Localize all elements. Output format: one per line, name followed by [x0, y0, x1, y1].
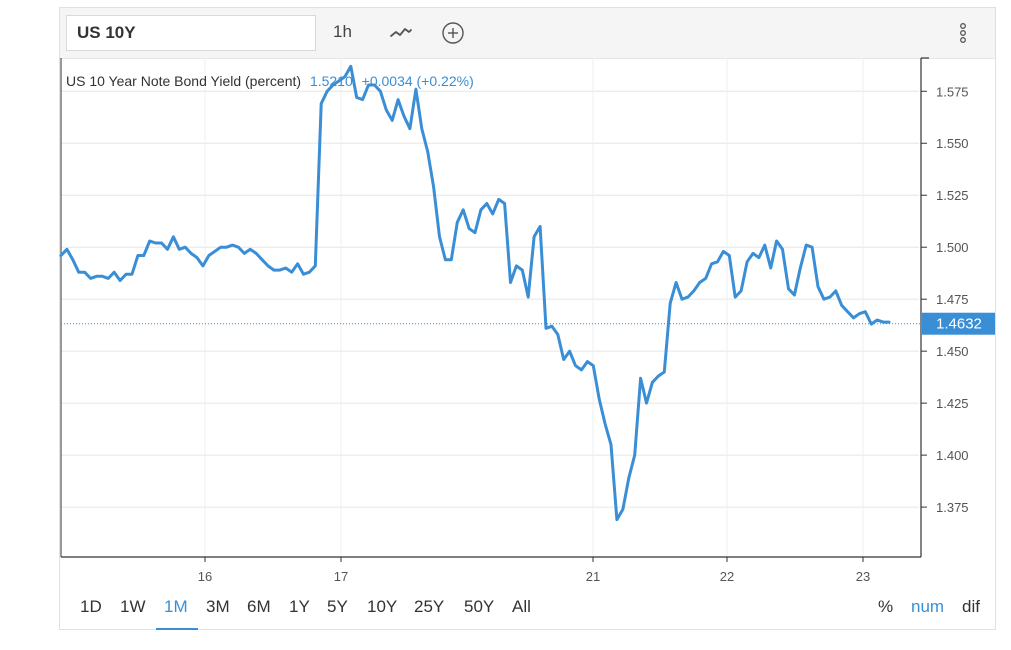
range-button-50y[interactable]: 50Y	[464, 597, 495, 616]
y-tick-label: 1.375	[936, 500, 969, 515]
chart-widget: US 10Y 1h	[59, 7, 996, 630]
x-tick-label: 21	[586, 569, 600, 584]
range-button-10y[interactable]: 10Y	[367, 597, 398, 616]
line-chart-icon[interactable]	[389, 23, 413, 48]
more-vertical-icon[interactable]	[955, 21, 971, 47]
y-axis: 1.375 1.400 1.425 1.450 1.475 1.500 1.525 1.550…	[920, 57, 969, 557]
mode-button-percent[interactable]: %	[878, 597, 894, 616]
range-button-all[interactable]: All	[512, 597, 531, 616]
x-axis: 16 17 21 22 23	[60, 58, 921, 584]
legend-title: US 10 Year Note Bond Yield (percent)	[66, 73, 301, 89]
x-tick-label: 16	[198, 569, 212, 584]
series-line	[59, 64, 891, 522]
range-button-3m[interactable]: 3M	[206, 597, 230, 616]
symbol-input[interactable]: US 10Y	[66, 15, 316, 51]
y-tick-label: 1.575	[936, 84, 969, 99]
y-tick-label: 1.550	[936, 136, 969, 151]
y-tick-label: 1.450	[936, 344, 969, 359]
mode-button-num[interactable]: num	[911, 597, 945, 616]
interval-selector[interactable]: 1h	[333, 22, 352, 41]
last-price-marker: 1.4632	[922, 312, 995, 335]
last-price-box	[922, 312, 995, 335]
grid-lines	[61, 58, 919, 557]
x-tick-label: 23	[856, 569, 870, 584]
range-button-1m[interactable]: 1M	[164, 597, 188, 616]
x-tick-label: 17	[334, 569, 348, 584]
range-button-5y[interactable]: 5Y	[327, 597, 348, 616]
chart-toolbar: US 10Y 1h	[60, 8, 995, 59]
series-group	[59, 64, 921, 522]
legend-value: 1.5210	[310, 73, 353, 89]
plus-circle-icon[interactable]	[441, 21, 465, 50]
active-range-indicator	[156, 628, 198, 630]
range-button-6m[interactable]: 6M	[247, 597, 271, 616]
range-button-1w[interactable]: 1W	[120, 597, 146, 616]
y-tick-label: 1.425	[936, 396, 969, 411]
mode-button-dif[interactable]: dif	[962, 597, 980, 616]
last-price-label: 1.4632	[936, 316, 982, 333]
y-tick-label: 1.500	[936, 240, 969, 255]
y-tick-label: 1.525	[936, 188, 969, 203]
range-button-1d[interactable]: 1D	[80, 597, 102, 616]
range-button-25y[interactable]: 25Y	[414, 597, 445, 616]
legend: US 10 Year Note Bond Yield (percent) 1.5…	[66, 73, 474, 89]
range-button-1y[interactable]: 1Y	[289, 597, 310, 616]
y-tick-label: 1.400	[936, 448, 969, 463]
x-tick-label: 22	[720, 569, 734, 584]
y-tick-label: 1.475	[936, 292, 969, 307]
legend-change: +0.0034 (+0.22%)	[362, 73, 474, 89]
